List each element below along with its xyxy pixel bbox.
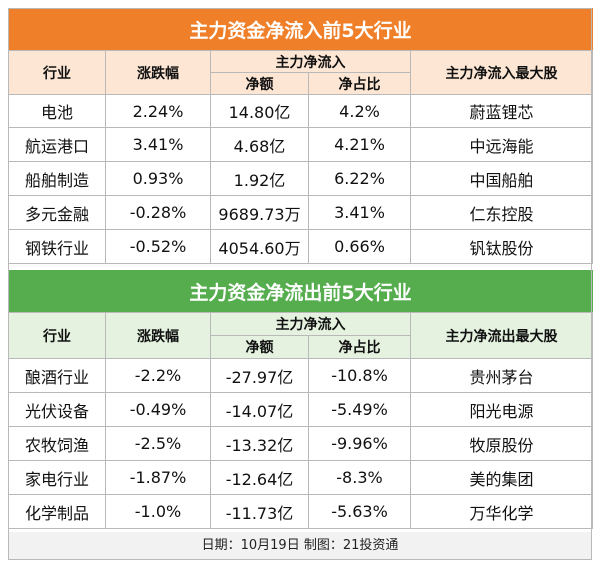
top-stock-cell: 蔚蓝锂芯 (409, 94, 594, 128)
outflow-header-industry: 行业 (8, 312, 106, 359)
industry-cell: 船舶制造 (8, 161, 106, 196)
ratio-cell: -5.49% (308, 392, 411, 427)
ratio-cell: -9.96% (308, 426, 411, 461)
inflow-header-change: 涨跌幅 (105, 50, 211, 95)
outflow-header-change: 涨跌幅 (105, 312, 211, 359)
footer-caption: 日期：10月19日 制图：21投资通 (8, 532, 592, 560)
table-row: 钢铁行业 -0.52% 4054.60万 0.66% 钒钛股份 (8, 229, 594, 264)
inflow-title: 主力资金净流入前5大行业 (8, 8, 593, 51)
change-cell: -2.5% (105, 426, 211, 461)
ratio-cell: 0.66% (308, 229, 411, 264)
ratio-cell: -8.3% (308, 460, 411, 495)
amount-cell: 9689.73万 (210, 195, 309, 230)
outflow-header-top-stock: 主力净流出最大股 (409, 312, 594, 359)
table-row: 多元金融 -0.28% 9689.73万 3.41% 仁东控股 (8, 195, 594, 230)
inflow-header-industry: 行业 (8, 50, 106, 95)
table-row: 化学制品 -1.0% -11.73亿 -5.63% 万华化学 (8, 494, 594, 529)
top-stock-cell: 中远海能 (409, 127, 594, 162)
amount-cell: -27.97亿 (210, 358, 309, 393)
industry-cell: 电池 (8, 94, 106, 128)
top-stock-cell: 万华化学 (409, 494, 594, 529)
change-cell: 3.41% (105, 127, 211, 162)
ratio-cell: 3.41% (308, 195, 411, 230)
amount-cell: 4054.60万 (210, 229, 309, 264)
top-stock-cell: 美的集团 (409, 460, 594, 495)
outflow-header-group: 主力净流入 (210, 312, 411, 336)
industry-cell: 航运港口 (8, 127, 106, 162)
outflow-table: 主力资金净流出前5大行业 行业 涨跌幅 主力净流入 主力净流出最大股 净额 净占… (8, 270, 594, 529)
table-row: 电池 2.24% 14.80亿 4.2% 蔚蓝锂芯 (8, 94, 594, 128)
change-cell: -0.28% (105, 195, 211, 230)
table-row: 农牧饲渔 -2.5% -13.32亿 -9.96% 牧原股份 (8, 426, 594, 461)
table-row: 家电行业 -1.87% -12.64亿 -8.3% 美的集团 (8, 460, 594, 495)
inflow-table: 主力资金净流入前5大行业 行业 涨跌幅 主力净流入 主力净流入最大股 净额 净占… (8, 8, 594, 264)
outflow-panel: 主力资金净流出前5大行业 行业 涨跌幅 主力净流入 主力净流出最大股 净额 净占… (8, 270, 594, 529)
ratio-cell: 4.2% (308, 94, 411, 128)
table-row: 船舶制造 0.93% 1.92亿 6.22% 中国船舶 (8, 161, 594, 196)
inflow-header-ratio: 净占比 (308, 72, 411, 95)
amount-cell: 1.92亿 (210, 161, 309, 196)
change-cell: -0.49% (105, 392, 211, 427)
industry-cell: 农牧饲渔 (8, 426, 106, 461)
table-row: 光伏设备 -0.49% -14.07亿 -5.49% 阳光电源 (8, 392, 594, 427)
top-stock-cell: 仁东控股 (409, 195, 594, 230)
top-stock-cell: 中国船舶 (409, 161, 594, 196)
industry-cell: 光伏设备 (8, 392, 106, 427)
inflow-header-group: 主力净流入 (210, 50, 411, 73)
top-stock-cell: 阳光电源 (409, 392, 594, 427)
change-cell: -2.2% (105, 358, 211, 393)
table-row: 酿酒行业 -2.2% -27.97亿 -10.8% 贵州茅台 (8, 358, 594, 393)
outflow-title: 主力资金净流出前5大行业 (8, 270, 593, 313)
inflow-panel: 主力资金净流入前5大行业 行业 涨跌幅 主力净流入 主力净流入最大股 净额 净占… (8, 8, 594, 264)
industry-cell: 钢铁行业 (8, 229, 106, 264)
change-cell: 0.93% (105, 161, 211, 196)
amount-cell: -11.73亿 (210, 494, 309, 529)
change-cell: 2.24% (105, 94, 211, 128)
inflow-header-top-stock: 主力净流入最大股 (409, 50, 594, 95)
amount-cell: 4.68亿 (210, 127, 309, 162)
top-stock-cell: 贵州茅台 (409, 358, 594, 393)
outflow-header-ratio: 净占比 (308, 335, 411, 359)
industry-cell: 多元金融 (8, 195, 106, 230)
top-stock-cell: 牧原股份 (409, 426, 594, 461)
amount-cell: -13.32亿 (210, 426, 309, 461)
top-stock-cell: 钒钛股份 (409, 229, 594, 264)
outflow-header-amount: 净额 (210, 335, 309, 359)
inflow-header-amount: 净额 (210, 72, 309, 95)
ratio-cell: 6.22% (308, 161, 411, 196)
table-row: 航运港口 3.41% 4.68亿 4.21% 中远海能 (8, 127, 594, 162)
industry-cell: 化学制品 (8, 494, 106, 529)
change-cell: -1.0% (105, 494, 211, 529)
amount-cell: -12.64亿 (210, 460, 309, 495)
ratio-cell: -5.63% (308, 494, 411, 529)
amount-cell: -14.07亿 (210, 392, 309, 427)
change-cell: -1.87% (105, 460, 211, 495)
industry-cell: 家电行业 (8, 460, 106, 495)
amount-cell: 14.80亿 (210, 94, 309, 128)
industry-cell: 酿酒行业 (8, 358, 106, 393)
ratio-cell: -10.8% (308, 358, 411, 393)
ratio-cell: 4.21% (308, 127, 411, 162)
change-cell: -0.52% (105, 229, 211, 264)
